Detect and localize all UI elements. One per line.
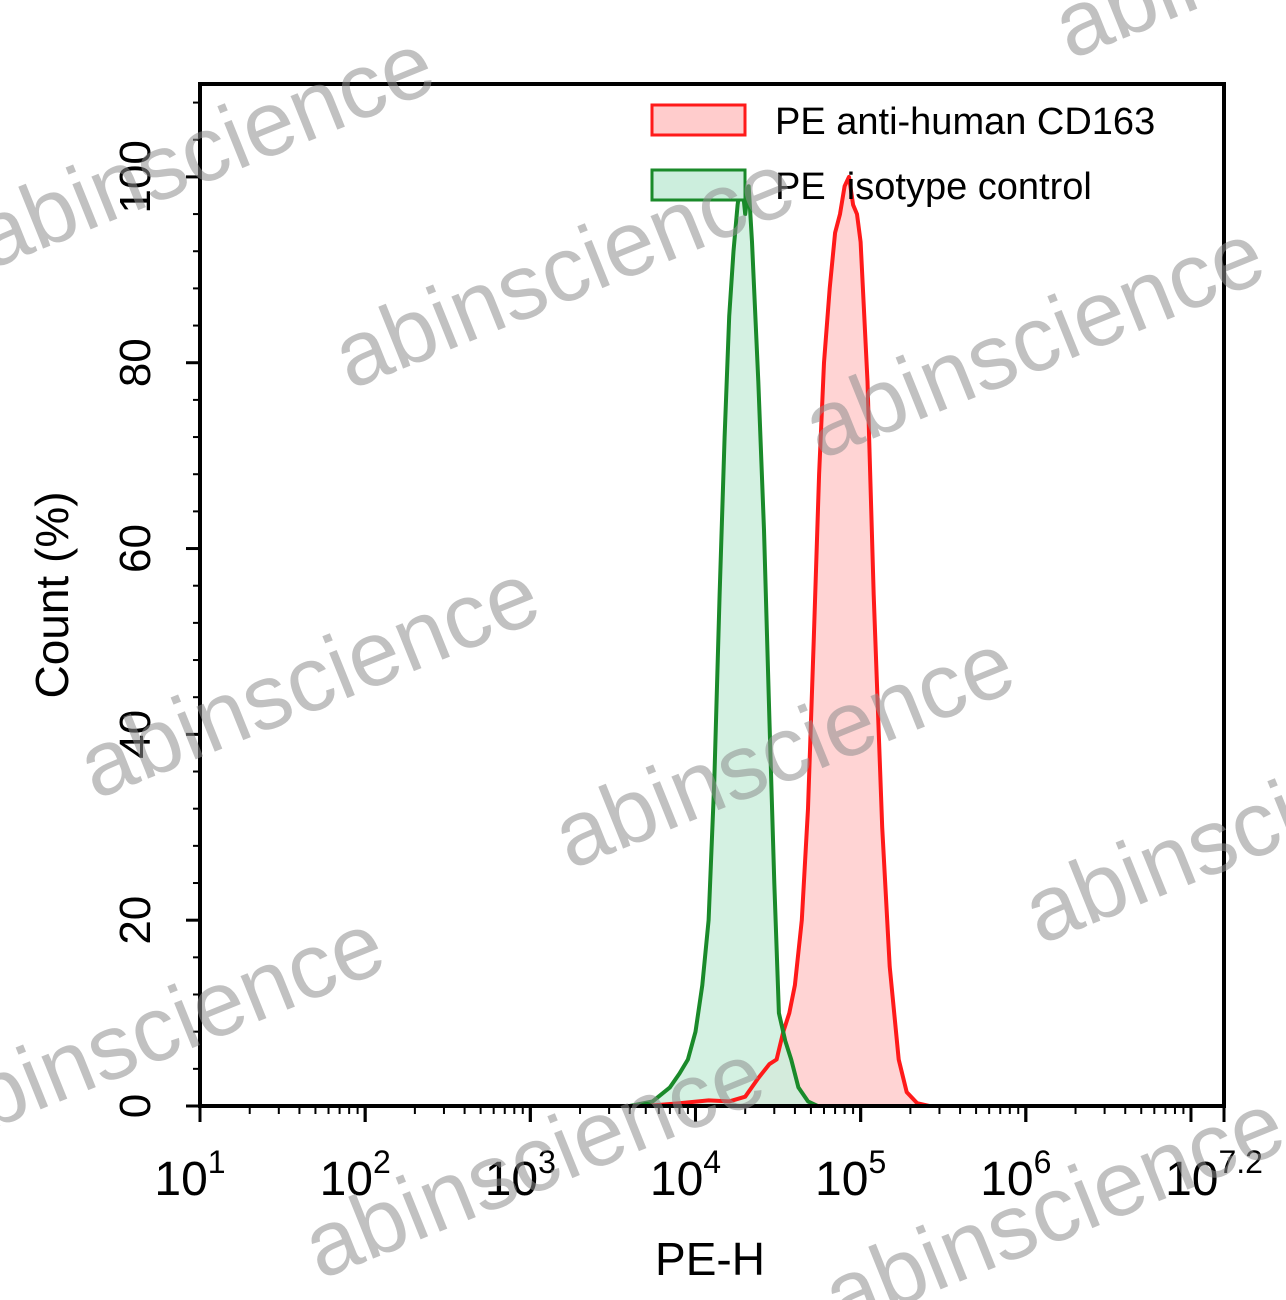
legend: PE anti-human CD163 PE isotype control <box>650 101 1155 208</box>
x-tick-label: 106 <box>980 1144 1051 1206</box>
watermark-6: abinscience <box>1009 687 1286 964</box>
y-tick-label: 20 <box>111 896 160 945</box>
x-tick-label: 107.2 <box>1165 1144 1263 1206</box>
series-layer <box>629 174 930 1108</box>
series-area-0 <box>645 176 930 1106</box>
y-axis-title: Count (%) <box>26 491 78 698</box>
plot-frame <box>198 82 1226 1108</box>
legend-label-cd163: PE anti-human CD163 <box>775 101 1155 143</box>
watermark-10: abinscience <box>1039 0 1286 79</box>
y-tick-label: 0 <box>111 1094 160 1118</box>
legend-swatch-cd163 <box>650 103 747 137</box>
series-area-1 <box>629 176 818 1106</box>
y-tick-label: 60 <box>111 524 160 573</box>
legend-label-isotype: PE isotype control <box>775 166 1092 208</box>
watermark-5: abinscience <box>539 612 1028 889</box>
labels-layer: 0 20 40 60 80 100 101 102 103 104 105 106 107.2 <box>111 140 1263 1206</box>
legend-swatch-isotype <box>650 168 747 202</box>
x-tick-label: 104 <box>650 1144 721 1206</box>
x-axis-title: PE-H <box>655 1233 765 1285</box>
x-tick-label: 105 <box>815 1144 886 1206</box>
x-tick-label: 103 <box>485 1144 556 1206</box>
watermark-1: abinscience <box>0 12 448 289</box>
watermark-4: abinscience <box>64 542 553 819</box>
x-tick-label: 102 <box>320 1144 391 1206</box>
ticks-layer <box>186 101 1226 1122</box>
series-line-0 <box>645 174 930 1108</box>
x-tick-label: 101 <box>154 1144 225 1206</box>
y-tick-label: 80 <box>111 338 160 387</box>
y-tick-label: 40 <box>111 710 160 759</box>
y-tick-label: 100 <box>111 140 160 213</box>
